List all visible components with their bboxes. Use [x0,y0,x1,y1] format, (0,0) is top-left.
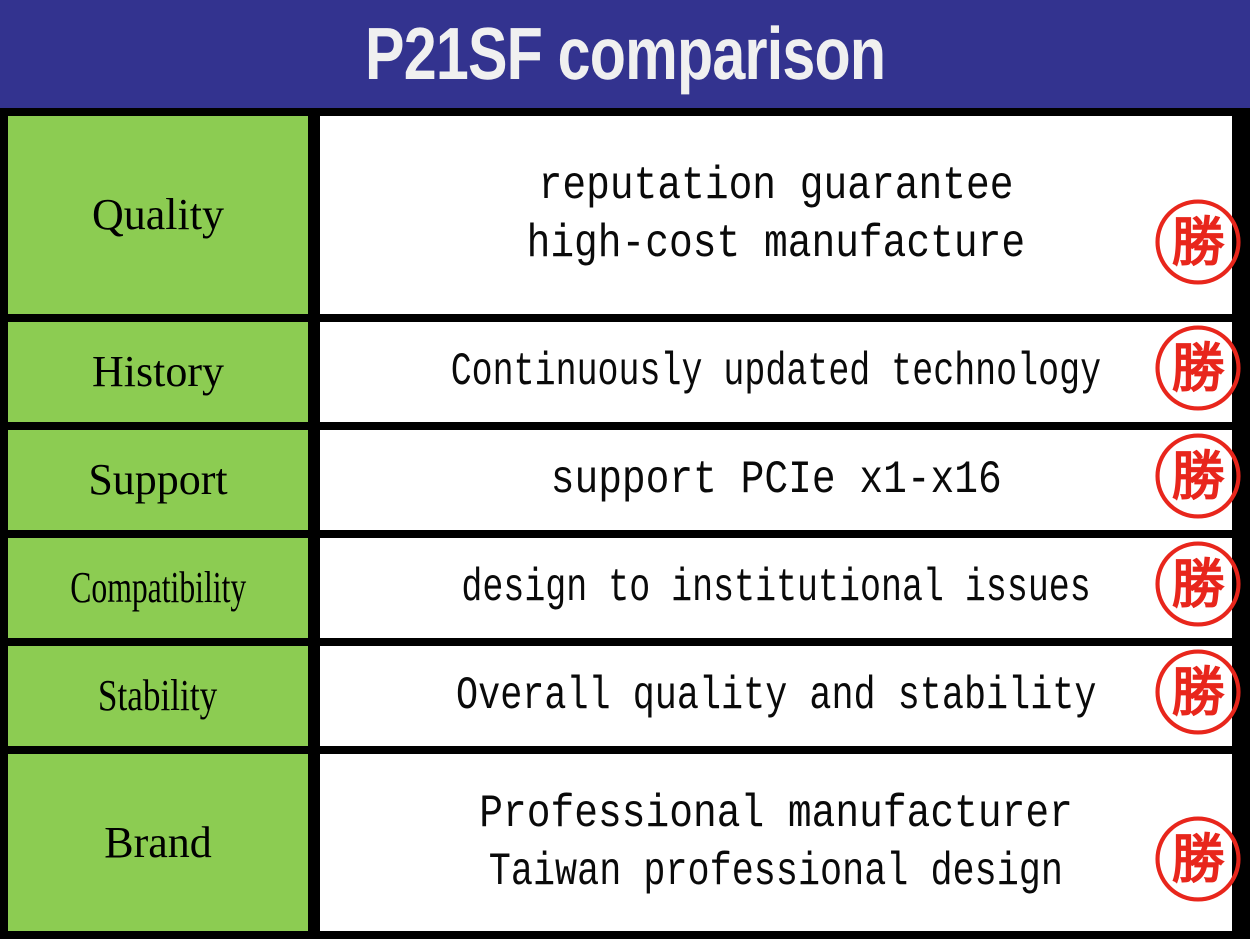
row-label-text: Brand [104,817,212,867]
row-label-cell: Compatibility [8,538,308,638]
row-value-line: support PCIe x1-x16 [550,454,1002,506]
row-value-cell: Professional manufacturer Taiwan professi… [320,754,1232,931]
row-label-cell: Support [8,430,308,530]
row-value-line: high-cost manufacture [526,218,1026,270]
row-value-cell: support PCIe x1-x16 [320,430,1232,530]
row-value-line: Professional manufacturer [479,787,1073,840]
row-label-text: History [92,347,224,396]
row-value-cell: reputation guarantee high-cost manufactur… [320,116,1232,314]
row-label-text: Quality [92,190,224,239]
row-label-cell: Stability [8,646,308,746]
row-value-cell: Overall quality and stability [320,646,1232,746]
row-value-line: design to institutional issues [461,562,1091,614]
comparison-table: Quality reputation guarantee high-cost man… [0,108,1250,939]
table-body: Quality reputation guarantee high-cost man… [0,108,1250,939]
row-value-line: reputation guarantee [538,160,1014,212]
row-label-cell: Brand [8,754,308,931]
row-value-line: Overall quality and stability [455,670,1097,722]
row-label-text: Stability [98,671,218,720]
row-label-text: Support [88,455,228,504]
row-value-cell: design to institutional issues [320,538,1232,638]
row-value-line: Taiwan professional design [488,845,1064,898]
slide-header: P21SF comparison [0,0,1250,108]
row-label-cell: Quality [8,116,308,314]
row-label-cell: History [8,322,308,422]
row-label-text: Compatibility [69,563,246,612]
row-value-line: Continuously updated technology [450,346,1102,398]
row-value-cell: Continuously updated technology [320,322,1232,422]
page-title: P21SF comparison [364,12,886,95]
